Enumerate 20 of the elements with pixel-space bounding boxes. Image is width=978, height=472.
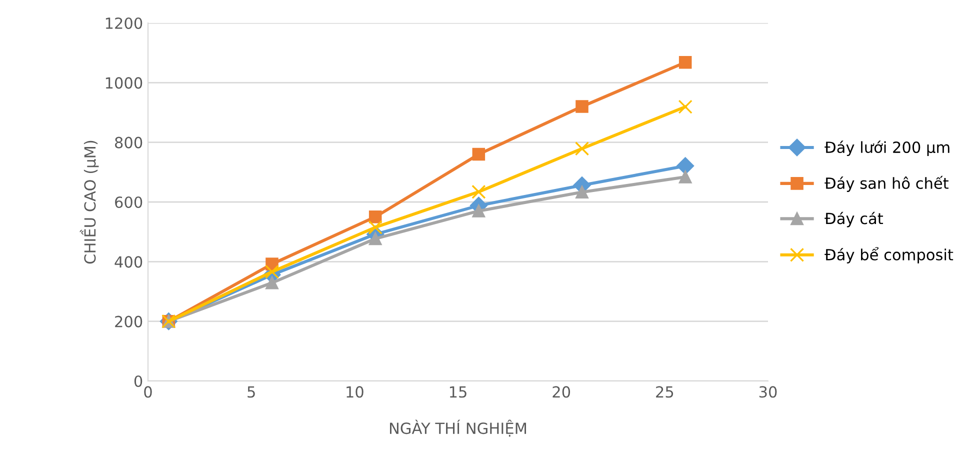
- y-tick-label: 1200: [106, 17, 142, 30]
- x-tick-label: 25: [656, 386, 674, 398]
- legend-label: Đáy lưới 200 µm: [824, 140, 950, 156]
- x-tick-label: 20: [552, 386, 570, 398]
- y-tick-label: 200: [115, 316, 142, 328]
- y-tick-label: 1000: [106, 77, 142, 89]
- y-tick-label: 400: [114, 256, 142, 268]
- legend-label: Đáy bể composit: [824, 247, 954, 264]
- x-tick-label: 15: [450, 386, 466, 398]
- x-tick-label: 10: [346, 386, 364, 398]
- y-tick-label: 600: [115, 196, 142, 208]
- y-tick-label: 800: [115, 136, 142, 148]
- legend-label: Đáy san hô chết: [824, 176, 948, 192]
- x-tick-label: 0: [144, 386, 152, 398]
- y-tick-label: 0: [134, 375, 142, 388]
- x-tick-label: 5: [248, 386, 255, 398]
- legend-label: Đáy cát: [824, 212, 884, 228]
- x-axis-title: NGÀY THÍ NGHIỆM: [390, 420, 526, 437]
- y-axis-title: CHIỀU CAO (µM): [80, 140, 99, 264]
- x-tick-label: 30: [759, 386, 777, 398]
